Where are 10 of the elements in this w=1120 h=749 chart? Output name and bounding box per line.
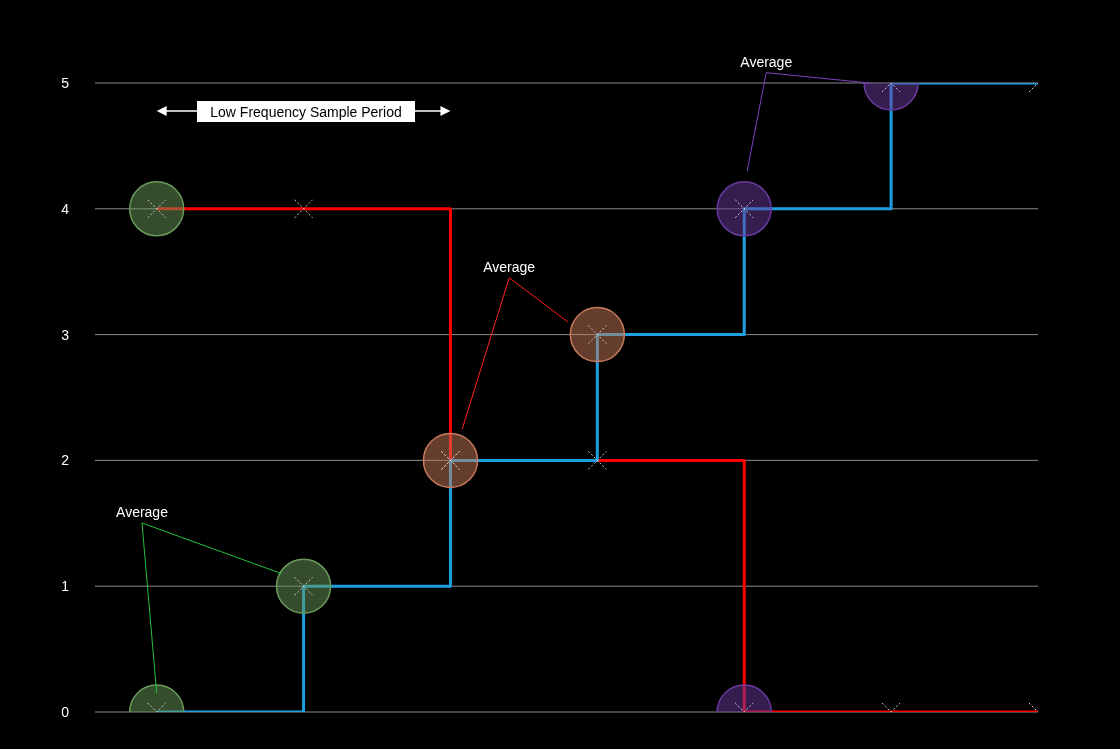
annotation: Low Frequency Sample Period: [210, 104, 402, 120]
annotation: Average: [483, 258, 536, 275]
y-tick-label: 0: [61, 703, 70, 720]
y-tick-label: 5: [61, 74, 70, 91]
y-tick-label: 4: [61, 200, 70, 217]
y-tick-label: 2: [61, 452, 70, 469]
y-tick-label: 1: [61, 578, 70, 595]
y-tick-label: 3: [61, 326, 70, 343]
text: Average: [740, 53, 793, 70]
annotation: Average: [116, 504, 169, 521]
